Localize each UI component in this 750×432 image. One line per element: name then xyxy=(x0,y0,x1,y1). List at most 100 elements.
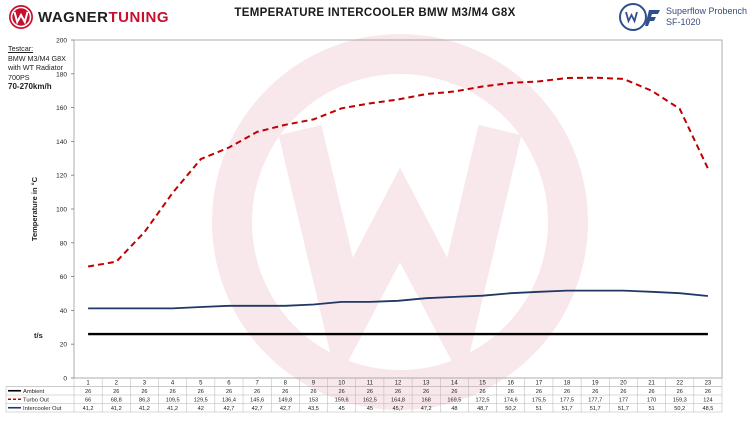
y-tick-label: 140 xyxy=(56,139,67,146)
data-label: 26 xyxy=(620,389,626,395)
x-tick-label: 5 xyxy=(199,381,203,387)
x-tick-label: 2 xyxy=(115,381,119,387)
product-name: Superflow Probench xyxy=(666,6,748,16)
data-label: 51 xyxy=(536,406,542,412)
x-tick-label: 16 xyxy=(507,381,514,387)
data-label: 169,5 xyxy=(447,398,461,404)
brand-name-b: TUNING xyxy=(108,8,169,26)
data-label: 26 xyxy=(705,389,711,395)
brand-name: WAGNERTUNING xyxy=(38,9,169,26)
x-tick-label: 12 xyxy=(395,381,402,387)
data-label: 41,2 xyxy=(139,406,150,412)
y-tick-label: 180 xyxy=(56,71,67,78)
x-tick-label: 22 xyxy=(676,381,683,387)
plot-area: 0 20 40 60 80 100 120 140 160 180 200 Temperature i… xyxy=(30,38,723,383)
y-tick-label: 80 xyxy=(60,240,68,247)
data-label: 48,7 xyxy=(477,406,488,412)
x-tick-label: 6 xyxy=(227,381,231,387)
data-label: 50,2 xyxy=(505,406,516,412)
y-tick-label: 60 xyxy=(60,274,68,281)
data-label: 42,7 xyxy=(224,406,235,412)
data-label: 45 xyxy=(367,406,373,412)
data-label: 48,5 xyxy=(702,406,713,412)
data-table: 1 2 3 4 5 6 7 8 9 10 11 12 13 14 15 16 17 18 19 20 21 22 23Amb… xyxy=(5,378,723,413)
data-label: 51,7 xyxy=(562,406,573,412)
data-label: 172,5 xyxy=(476,398,490,404)
data-label: 43,5 xyxy=(308,406,319,412)
data-label: 136,4 xyxy=(222,398,236,404)
data-label: 26 xyxy=(648,389,654,395)
x-tick-label: 23 xyxy=(705,381,712,387)
data-label: 41,2 xyxy=(111,406,122,412)
x-tick-label: 20 xyxy=(620,381,627,387)
data-label: 41,2 xyxy=(167,406,178,412)
watermark xyxy=(212,34,588,410)
data-label: 50,2 xyxy=(674,406,685,412)
data-label: 26 xyxy=(451,389,457,395)
wt-logo-icon xyxy=(9,5,33,29)
testcar-line: 700PS xyxy=(8,72,30,82)
data-label: 164,8 xyxy=(391,398,405,404)
x-tick-label: 17 xyxy=(536,381,543,387)
data-label: 86,3 xyxy=(139,398,150,404)
data-label: 51,7 xyxy=(618,406,629,412)
x-tick-label: 21 xyxy=(648,381,655,387)
testcar-speed-range: 70-270km/h xyxy=(8,82,52,91)
x-axis-label: t/s xyxy=(34,331,43,340)
testcar-line: BMW M3/M4 G8X xyxy=(8,53,66,63)
data-label: 26 xyxy=(564,389,570,395)
data-label: 26 xyxy=(198,389,204,395)
data-label: 66 xyxy=(85,398,91,404)
series-line-intercooler-out xyxy=(88,289,708,310)
x-tick-label: 13 xyxy=(423,381,430,387)
data-label: 26 xyxy=(169,389,175,395)
data-label: 26 xyxy=(536,389,542,395)
data-label: 124 xyxy=(703,398,712,404)
x-tick-label: 14 xyxy=(451,381,458,387)
x-tick-label: 7 xyxy=(255,381,259,387)
data-label: 42 xyxy=(198,406,204,412)
data-label: 45 xyxy=(339,406,345,412)
data-label: 26 xyxy=(282,389,288,395)
data-label: 109,5 xyxy=(166,398,180,404)
data-label: 170 xyxy=(647,398,656,404)
chart-title: TEMPERATURE INTERCOOLER BMW M3/M4 G8X xyxy=(234,7,516,19)
wt-badge-icon xyxy=(619,3,660,31)
x-tick-label: 9 xyxy=(312,381,316,387)
data-label: 51,7 xyxy=(590,406,601,412)
x-tick-label: 1 xyxy=(86,381,90,387)
brand-name-a: WAGNER xyxy=(38,8,109,26)
x-tick-label: 3 xyxy=(143,381,147,387)
data-label: 129,5 xyxy=(194,398,208,404)
data-label: 149,8 xyxy=(278,398,292,404)
data-label: 159,3 xyxy=(673,398,687,404)
data-label: 26 xyxy=(141,389,147,395)
data-label: 177 xyxy=(619,398,628,404)
data-label: 48 xyxy=(451,406,457,412)
data-label: 42,7 xyxy=(280,406,291,412)
data-label: 175,5 xyxy=(532,398,546,404)
data-label: 177,7 xyxy=(588,398,602,404)
data-label: 26 xyxy=(85,389,91,395)
data-label: 47,2 xyxy=(421,406,432,412)
x-tick-label: 19 xyxy=(592,381,599,387)
data-label: 26 xyxy=(677,389,683,395)
y-tick-label: 160 xyxy=(56,105,67,112)
data-label: 153 xyxy=(309,398,318,404)
y-tick-label: 100 xyxy=(56,207,67,214)
data-label: 174,6 xyxy=(504,398,518,404)
data-label: 26 xyxy=(367,389,373,395)
y-tick-label: 200 xyxy=(56,38,67,45)
data-label: 26 xyxy=(592,389,598,395)
y-tick-label: 20 xyxy=(60,342,68,349)
data-label: 68,8 xyxy=(111,398,122,404)
product-code: SF-1020 xyxy=(666,17,701,27)
y-tick-label: 0 xyxy=(63,376,67,383)
x-tick-label: 15 xyxy=(479,381,486,387)
data-label: 26 xyxy=(479,389,485,395)
x-tick-label: 10 xyxy=(338,381,345,387)
x-tick-label: 4 xyxy=(171,381,175,387)
data-label: 145,6 xyxy=(250,398,264,404)
